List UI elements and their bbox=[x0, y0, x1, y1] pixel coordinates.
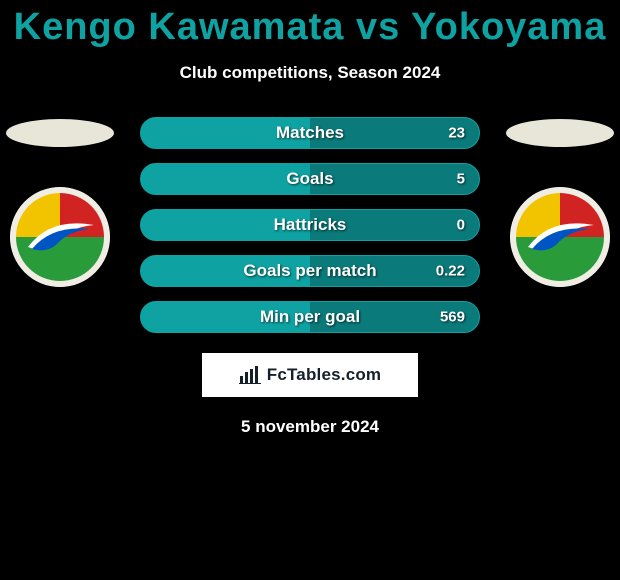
stat-bars: Matches 23 Goals 5 Hattricks 0 Goals per match… bbox=[140, 117, 480, 333]
stat-bar-value-right: 5 bbox=[457, 171, 465, 188]
player-left-column bbox=[0, 117, 120, 287]
stat-bar-value-right: 0.22 bbox=[436, 263, 465, 280]
comparison-panel: Matches 23 Goals 5 Hattricks 0 Goals per match… bbox=[0, 117, 620, 437]
stat-bar: Hattricks 0 bbox=[140, 209, 480, 241]
stat-bar-value-right: 569 bbox=[440, 309, 465, 326]
date-label: 5 november 2024 bbox=[0, 417, 620, 437]
page-title: Kengo Kawamata vs Yokoyama bbox=[0, 0, 620, 49]
player-left-club-badge bbox=[10, 187, 110, 287]
stat-bar-label: Goals per match bbox=[243, 261, 376, 281]
stat-bar: Matches 23 bbox=[140, 117, 480, 149]
player-right-column bbox=[500, 117, 620, 287]
stat-bar-label: Hattricks bbox=[274, 215, 347, 235]
brand-text: FcTables.com bbox=[267, 365, 382, 385]
stat-bar-value-right: 0 bbox=[457, 217, 465, 234]
player-left-head bbox=[6, 119, 114, 147]
stat-bar: Min per goal 569 bbox=[140, 301, 480, 333]
bar-chart-icon bbox=[239, 366, 261, 384]
player-right-head bbox=[506, 119, 614, 147]
stat-bar-value-right: 23 bbox=[448, 125, 465, 142]
subtitle: Club competitions, Season 2024 bbox=[0, 63, 620, 83]
stat-bar: Goals per match 0.22 bbox=[140, 255, 480, 287]
stat-bar: Goals 5 bbox=[140, 163, 480, 195]
stat-bar-label: Min per goal bbox=[260, 307, 360, 327]
stat-bar-label: Goals bbox=[286, 169, 333, 189]
stat-bar-label: Matches bbox=[276, 123, 344, 143]
player-right-club-badge bbox=[510, 187, 610, 287]
brand-box: FcTables.com bbox=[202, 353, 418, 397]
